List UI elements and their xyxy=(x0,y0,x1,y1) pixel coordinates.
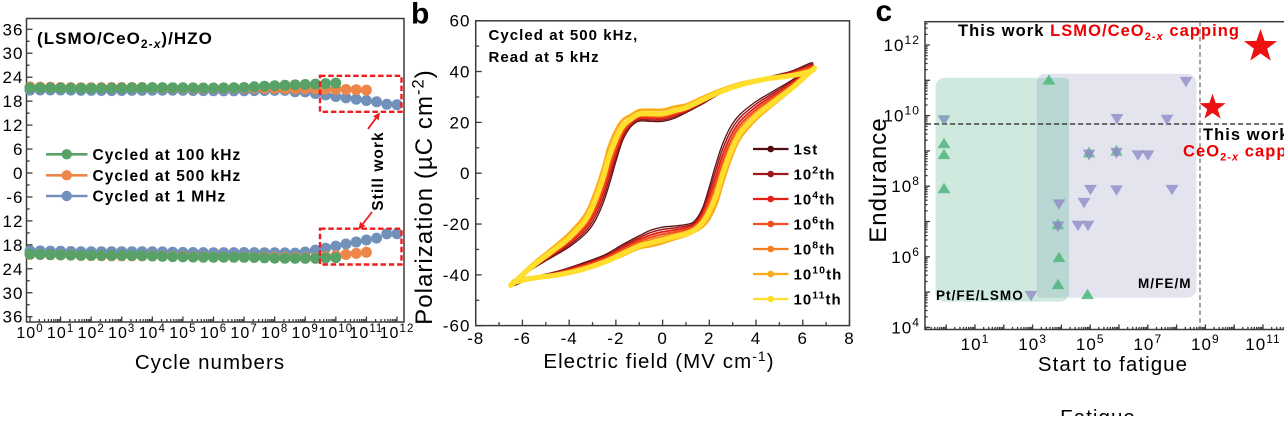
svg-text:Cycled at 1 MHz: Cycled at 1 MHz xyxy=(93,189,227,206)
svg-text:0: 0 xyxy=(657,329,668,348)
svg-text:This work LSMO/CeO2-x capping: This work LSMO/CeO2-x capping xyxy=(958,22,1240,43)
svg-text:18: 18 xyxy=(2,92,23,111)
svg-text:0: 0 xyxy=(460,164,471,183)
svg-text:Electric field (MV cm-1): Electric field (MV cm-1) xyxy=(543,348,774,373)
svg-text:-60: -60 xyxy=(443,317,471,336)
svg-text:20: 20 xyxy=(449,113,470,132)
svg-text:Polarization (µC cm-2): Polarization (µC cm-2) xyxy=(410,69,439,325)
svg-text:(LSMO/CeO2-x)/HZO: (LSMO/CeO2-x)/HZO xyxy=(37,29,213,51)
svg-text:Endurance: Endurance xyxy=(865,117,892,243)
svg-text:106: 106 xyxy=(891,245,920,267)
svg-text:12: 12 xyxy=(2,212,23,231)
svg-text:6: 6 xyxy=(13,140,24,159)
svg-text:103: 103 xyxy=(1018,332,1047,354)
svg-text:104: 104 xyxy=(139,323,166,342)
svg-text:1st: 1st xyxy=(794,142,819,159)
svg-text:105: 105 xyxy=(169,323,196,342)
svg-text:Start to fatigue: Start to fatigue xyxy=(1038,353,1188,376)
svg-text:Cycled at 500 kHz,: Cycled at 500 kHz, xyxy=(489,27,639,44)
svg-text:CeO2-x capping: CeO2-x capping xyxy=(1183,143,1284,164)
svg-text:101: 101 xyxy=(961,332,990,354)
svg-text:107: 107 xyxy=(230,323,257,342)
svg-text:2: 2 xyxy=(704,329,715,348)
svg-text:108: 108 xyxy=(261,323,288,342)
svg-text:24: 24 xyxy=(2,260,23,279)
svg-text:36: 36 xyxy=(2,20,23,39)
svg-text:8: 8 xyxy=(844,329,855,348)
svg-text:108: 108 xyxy=(891,174,920,196)
svg-text:Fatigue: Fatigue xyxy=(1060,406,1136,416)
svg-text:-6: -6 xyxy=(514,329,531,348)
svg-text:109: 109 xyxy=(292,323,319,342)
svg-text:36: 36 xyxy=(2,308,23,327)
svg-text:109: 109 xyxy=(1191,332,1220,354)
svg-text:100: 100 xyxy=(16,323,43,342)
svg-text:Read at 5 kHz: Read at 5 kHz xyxy=(489,49,600,66)
svg-text:1011th: 1011th xyxy=(794,290,842,309)
svg-text:106th: 106th xyxy=(794,215,836,234)
svg-text:c: c xyxy=(876,0,894,28)
svg-text:30: 30 xyxy=(2,44,23,63)
svg-text:40: 40 xyxy=(449,63,470,82)
svg-text:Pt/FE/LSMO: Pt/FE/LSMO xyxy=(936,288,1024,303)
svg-text:60: 60 xyxy=(449,12,470,31)
svg-text:18: 18 xyxy=(2,236,23,255)
svg-text:This work: This work xyxy=(1203,126,1284,144)
svg-text:108th: 108th xyxy=(794,240,836,259)
svg-text:M/FE/M: M/FE/M xyxy=(1138,276,1192,291)
svg-text:1010th: 1010th xyxy=(794,265,843,284)
svg-text:Cycled at 100 kHz: Cycled at 100 kHz xyxy=(93,147,242,164)
svg-text:-20: -20 xyxy=(443,215,471,234)
svg-text:105: 105 xyxy=(1076,332,1105,354)
svg-text:102th: 102th xyxy=(794,165,836,184)
svg-text:6: 6 xyxy=(798,329,809,348)
svg-text:30: 30 xyxy=(2,284,23,303)
svg-text:107: 107 xyxy=(1133,332,1162,354)
svg-text:4: 4 xyxy=(751,329,762,348)
svg-text:24: 24 xyxy=(2,68,23,87)
svg-text:-4: -4 xyxy=(561,329,578,348)
svg-text:Cycled at 500 kHz: Cycled at 500 kHz xyxy=(93,168,242,185)
svg-text:104th: 104th xyxy=(794,190,836,209)
svg-text:103: 103 xyxy=(108,323,135,342)
svg-text:-40: -40 xyxy=(443,266,471,285)
svg-text:106: 106 xyxy=(200,323,227,342)
svg-text:101: 101 xyxy=(47,323,74,342)
svg-text:Cycle numbers: Cycle numbers xyxy=(135,351,285,374)
svg-text:-8: -8 xyxy=(467,329,484,348)
svg-text:-2: -2 xyxy=(607,329,624,348)
svg-text:Still work: Still work xyxy=(370,131,387,210)
svg-text:b: b xyxy=(411,0,430,30)
svg-text:0: 0 xyxy=(13,164,24,183)
svg-text:12: 12 xyxy=(2,116,23,135)
svg-text:-6: -6 xyxy=(6,188,23,207)
svg-text:102: 102 xyxy=(78,323,105,342)
svg-text:104: 104 xyxy=(891,315,920,337)
